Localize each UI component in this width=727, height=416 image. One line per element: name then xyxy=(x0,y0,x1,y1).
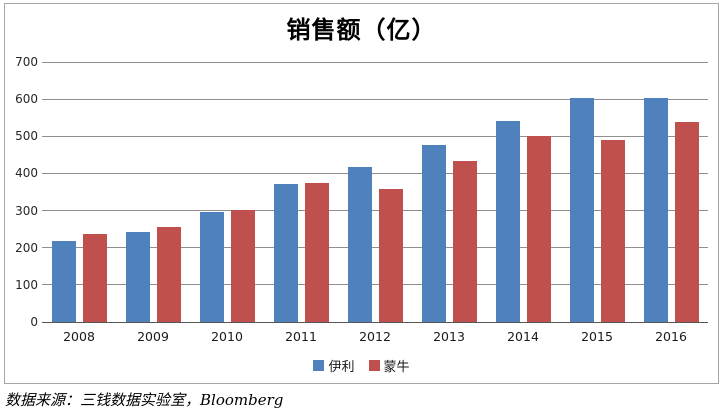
x-tick-label-2015: 2015 xyxy=(581,329,613,344)
bar-series1-2010 xyxy=(230,210,255,322)
x-tick-label-2010: 2010 xyxy=(211,329,243,344)
y-tick-label-100: 100 xyxy=(15,277,38,292)
bar-series0-2015 xyxy=(569,98,594,322)
x-tick-label-2009: 2009 xyxy=(137,329,169,344)
bar-group-2008 xyxy=(42,62,116,322)
bar-series1-2013 xyxy=(452,161,477,322)
legend-swatch-icon xyxy=(368,360,380,371)
x-axis-line xyxy=(42,321,708,323)
bar-group-2015 xyxy=(560,62,634,322)
gridline-300 xyxy=(42,210,708,212)
x-tick-label-2013: 2013 xyxy=(433,329,465,344)
bar-series1-2009 xyxy=(156,226,181,322)
bar-series0-2008 xyxy=(51,241,76,322)
gridline-500 xyxy=(42,135,708,137)
y-tick-label-200: 200 xyxy=(15,240,38,255)
y-tick-label-300: 300 xyxy=(15,203,38,218)
legend-item-1: 蒙牛 xyxy=(368,356,410,375)
y-tick-label-600: 600 xyxy=(15,92,38,107)
x-tick-label-2014: 2014 xyxy=(507,329,539,344)
bar-series0-2011 xyxy=(273,183,298,322)
gridline-200 xyxy=(42,247,708,249)
gridline-100 xyxy=(42,284,708,286)
legend-label: 伊利 xyxy=(328,360,355,375)
bar-series1-2012 xyxy=(378,188,403,322)
x-tick-label-2012: 2012 xyxy=(359,329,391,344)
x-tick-label-2008: 2008 xyxy=(63,329,95,344)
bar-group-2016 xyxy=(634,62,708,322)
bar-series0-2009 xyxy=(125,231,150,322)
source-note: 数据来源：三钱数据实验室，Bloomberg xyxy=(5,391,284,409)
gridline-700 xyxy=(42,61,708,63)
bar-series1-2016 xyxy=(674,121,699,322)
bar-series0-2016 xyxy=(643,98,668,322)
bar-group-2011 xyxy=(264,62,338,322)
bar-group-2009 xyxy=(116,62,190,322)
x-tick-label-2011: 2011 xyxy=(285,329,317,344)
chart-frame: 销售额（亿） 0 100 200 300 400 500 600 700 2008 2009 20… xyxy=(4,3,719,384)
bar-group-2014 xyxy=(486,62,560,322)
legend-swatch-icon xyxy=(313,360,325,371)
gridline-400 xyxy=(42,172,708,174)
x-tick-label-2016: 2016 xyxy=(655,329,687,344)
bar-group-2010 xyxy=(190,62,264,322)
bar-series1-2015 xyxy=(600,140,625,322)
bar-series0-2013 xyxy=(421,145,446,322)
y-tick-label-400: 400 xyxy=(15,166,38,181)
plot-area xyxy=(42,61,708,323)
bar-series0-2014 xyxy=(495,120,520,322)
y-tick-label-500: 500 xyxy=(15,129,38,144)
bar-series0-2010 xyxy=(199,211,224,322)
bar-series1-2014 xyxy=(526,136,551,322)
bar-group-2012 xyxy=(338,62,412,322)
chart-title: 销售额（亿） xyxy=(286,15,437,44)
y-tick-label-700: 700 xyxy=(15,55,38,69)
bar-series0-2012 xyxy=(347,166,372,322)
y-tick-label-0: 0 xyxy=(30,315,38,329)
bar-series1-2011 xyxy=(304,182,329,322)
legend-item-0: 伊利 xyxy=(313,356,355,375)
gridline-600 xyxy=(42,98,708,100)
bar-series1-2008 xyxy=(82,233,107,322)
legend-label: 蒙牛 xyxy=(383,360,410,375)
legend: 伊利 蒙牛 xyxy=(5,356,718,375)
bar-group-2013 xyxy=(412,62,486,322)
